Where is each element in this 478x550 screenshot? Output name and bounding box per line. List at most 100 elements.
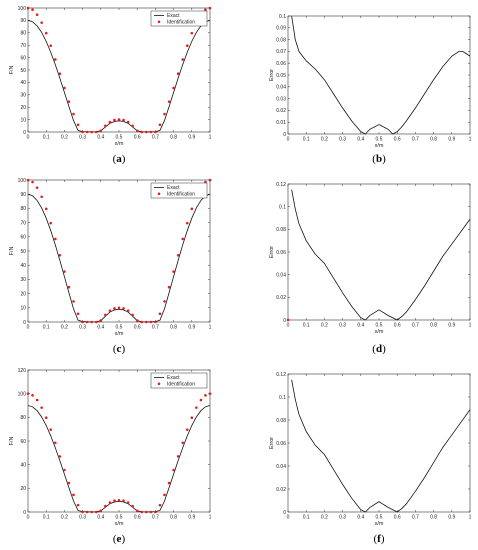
identification-point xyxy=(49,221,53,225)
x-tick-label: 0.4 xyxy=(357,137,364,143)
x-tick-label: 0.3 xyxy=(79,135,86,141)
x-tick-label: 0.6 xyxy=(134,515,141,521)
identification-point xyxy=(181,58,184,61)
identification-point xyxy=(76,503,80,507)
y-tick-label: 50 xyxy=(20,68,26,74)
y-tick-label: 0.01 xyxy=(276,120,286,126)
panel-caption-d: (d) xyxy=(372,343,386,355)
x-tick-label: 0.9 xyxy=(448,515,455,521)
plot-frame xyxy=(287,183,471,321)
y-tick-label: 10 xyxy=(20,117,26,123)
identification-point xyxy=(40,21,43,24)
y-tick-label: 0.04 xyxy=(276,85,286,91)
series-line-error xyxy=(291,379,471,513)
identification-point xyxy=(49,44,53,47)
identification-point xyxy=(190,31,194,35)
y-tick-label: 20 xyxy=(20,105,26,111)
x-tick-label: 0.5 xyxy=(116,515,123,521)
identification-point xyxy=(26,392,30,395)
y-tick-label: 0.06 xyxy=(276,441,286,447)
y-tick-label: 70 xyxy=(20,220,26,226)
x-axis-label: x/m xyxy=(375,143,384,149)
x-axis-label: x/m xyxy=(115,331,124,337)
identification-point xyxy=(85,130,89,134)
identification-point xyxy=(85,320,89,324)
y-axis-label: Error xyxy=(269,246,275,258)
x-tick-label: 0.4 xyxy=(357,323,364,329)
y-tick-label: 20 xyxy=(20,486,26,492)
identification-point xyxy=(135,129,139,133)
x-tick-label: 0.5 xyxy=(376,137,383,143)
plot-frame xyxy=(287,15,471,135)
identification-point xyxy=(99,319,103,322)
identification-point xyxy=(76,123,80,127)
plot-frame xyxy=(287,373,471,513)
x-tick-label: 0.9 xyxy=(448,137,455,143)
y-tick-label: 80 xyxy=(20,206,26,212)
identification-point xyxy=(67,285,71,289)
y-tick-label: 0.06 xyxy=(276,250,286,256)
y-axis-label: Error xyxy=(269,437,275,449)
identification-point xyxy=(167,481,171,485)
identification-point xyxy=(208,6,212,10)
identification-point xyxy=(99,129,103,133)
identification-point xyxy=(72,300,75,303)
y-tick-label: 10 xyxy=(20,306,26,312)
x-tick-label: 0 xyxy=(287,515,290,521)
x-tick-label: 0 xyxy=(287,137,290,143)
identification-point xyxy=(113,118,116,122)
series-line-error xyxy=(291,189,471,321)
x-axis-label: x/m xyxy=(375,329,384,335)
identification-point xyxy=(154,510,157,514)
x-tick-label: 0.7 xyxy=(152,135,159,141)
y-tick-label: 0 xyxy=(23,130,26,136)
identification-point xyxy=(26,6,30,10)
identification-point xyxy=(104,124,107,128)
y-axis-label: Error xyxy=(269,69,275,81)
chart-panel-e: 0 0.1 0.2 0.3 0.4 0.5 0.6 0.7 0.8 0.9 1 0 20 40 60 80 10… xyxy=(9,368,212,545)
y-tick-label: 0.12 xyxy=(276,182,286,188)
x-tick-label: 0.5 xyxy=(116,325,123,331)
x-tick-label: 0.6 xyxy=(394,323,401,329)
identification-point xyxy=(172,468,175,472)
x-tick-label: 0 xyxy=(27,135,30,141)
identification-point xyxy=(117,498,121,502)
identification-point xyxy=(113,499,116,502)
y-tick-label: 0.04 xyxy=(276,272,286,278)
x-tick-label: 0.2 xyxy=(321,515,328,521)
identification-point xyxy=(35,398,39,402)
y-tick-label: 0.05 xyxy=(276,73,286,79)
y-tick-label: 0.08 xyxy=(276,227,286,233)
identification-point xyxy=(90,130,93,134)
identification-point xyxy=(163,493,166,497)
identification-point xyxy=(149,510,153,514)
x-tick-label: 0.2 xyxy=(321,137,328,143)
legend-entry-identification: Identification xyxy=(167,382,195,388)
identification-point xyxy=(31,394,34,397)
x-tick-label: 1 xyxy=(469,323,472,329)
panel-caption-b: (b) xyxy=(372,153,386,165)
identification-point xyxy=(104,313,107,317)
x-tick-label: 0.7 xyxy=(412,137,419,143)
y-axis-label: F/N xyxy=(9,437,15,446)
identification-point xyxy=(44,31,48,35)
identification-point xyxy=(117,306,121,310)
x-tick-label: 0.9 xyxy=(188,135,195,141)
x-tick-label: 0.9 xyxy=(188,515,195,521)
x-tick-label: 1 xyxy=(209,515,212,521)
legend-point-swatch xyxy=(157,20,161,24)
series-line-exact xyxy=(27,193,211,323)
identification-point xyxy=(208,178,212,182)
x-tick-label: 0.1 xyxy=(303,137,310,143)
y-tick-label: 0.02 xyxy=(276,295,286,301)
x-tick-label: 1 xyxy=(469,515,472,521)
legend-box xyxy=(150,372,208,389)
x-tick-label: 1 xyxy=(469,137,472,143)
x-tick-label: 0.6 xyxy=(394,515,401,521)
identification-point xyxy=(145,510,148,514)
x-axis-label: x/m xyxy=(375,521,384,527)
y-tick-label: 0.02 xyxy=(276,487,286,493)
